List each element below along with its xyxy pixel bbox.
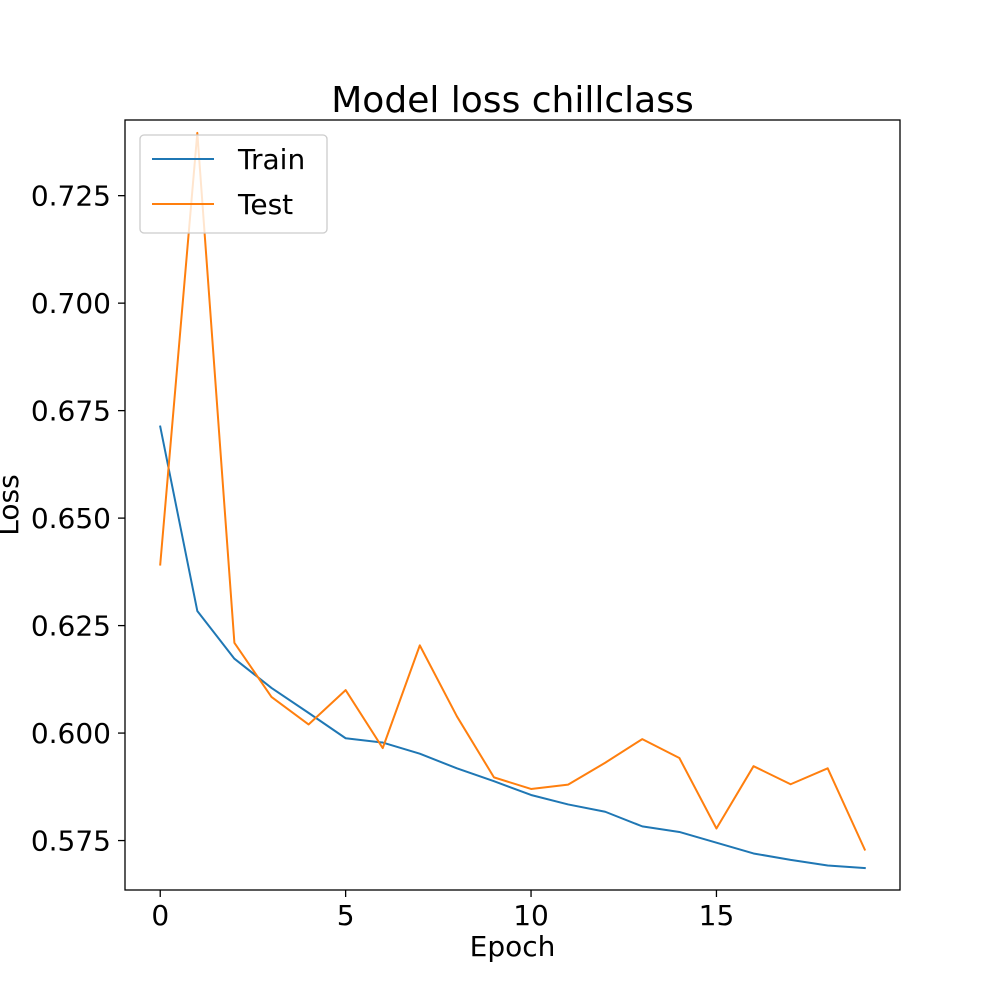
- y-tick-label: 0.675: [31, 395, 111, 428]
- y-tick-label: 0.575: [31, 825, 111, 858]
- y-tick-label: 0.725: [31, 180, 111, 213]
- series-layer: [159, 131, 867, 870]
- y-axis: 0.575 0.600 0.625 0.650 0.675 0.700 0.725: [31, 180, 125, 858]
- y-axis-label: Loss: [0, 474, 25, 535]
- y-tick-label: 0.650: [31, 502, 111, 535]
- series-line-test: [159, 131, 867, 851]
- legend: Train Test: [139, 134, 328, 234]
- legend-label-train: Train: [237, 143, 305, 176]
- x-tick-label: 15: [699, 899, 735, 932]
- x-tick-label: 10: [513, 899, 549, 932]
- y-tick-label: 0.600: [31, 717, 111, 750]
- x-tick-label: 5: [337, 899, 355, 932]
- plot-frame: [124, 119, 901, 891]
- y-tick-label: 0.625: [31, 610, 111, 643]
- x-axis: 0 5 10 15: [151, 890, 734, 932]
- series-line-train: [159, 425, 866, 870]
- y-tick-label: 0.700: [31, 287, 111, 320]
- x-axis-label: Epoch: [470, 930, 556, 963]
- x-tick-label: 0: [151, 899, 169, 932]
- plot-background: [125, 120, 900, 890]
- chart-title: Model loss chillclass: [331, 80, 694, 121]
- legend-label-test: Test: [237, 188, 293, 221]
- plot-area: [124, 119, 901, 891]
